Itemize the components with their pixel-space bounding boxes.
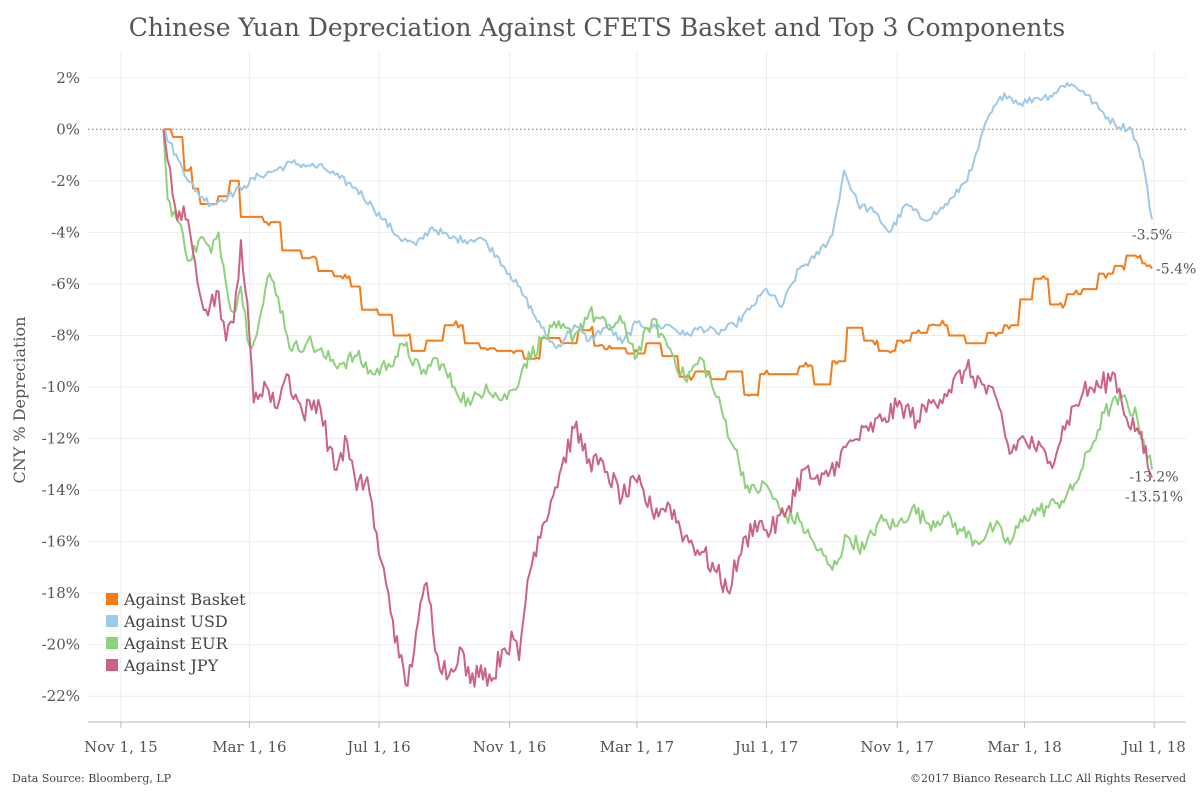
x-tick-label: Nov 1, 17 bbox=[860, 738, 934, 756]
legend-swatch bbox=[106, 593, 118, 605]
x-tick-label: Nov 1, 16 bbox=[473, 738, 547, 756]
legend-swatch bbox=[106, 615, 118, 627]
end-value-label: -13.2% bbox=[1129, 469, 1178, 485]
legend-swatch bbox=[106, 659, 118, 671]
series-line-against-jpy bbox=[162, 129, 1153, 688]
legend-label: Against USD bbox=[123, 612, 228, 631]
y-tick-label: -2% bbox=[51, 172, 80, 190]
y-tick-label: -18% bbox=[42, 584, 80, 602]
x-tick-label: Mar 1, 17 bbox=[600, 738, 674, 756]
data-source-note: Data Source: Bloomberg, LP bbox=[12, 772, 172, 785]
axis-layer: 2% 0% -2% -4% -6% -8% -10% -12% -14% -16% -18% -20%… bbox=[42, 69, 1186, 756]
grid-layer bbox=[88, 52, 1186, 722]
legend-label: Against Basket bbox=[123, 590, 246, 609]
legend-label: Against EUR bbox=[123, 634, 229, 653]
end-value-label: -5.4% bbox=[1156, 261, 1196, 277]
legend-swatch bbox=[106, 637, 118, 649]
y-tick-label: -4% bbox=[51, 223, 80, 241]
x-tick-label: Jul 1, 18 bbox=[1120, 738, 1185, 756]
end-value-label: -13.51% bbox=[1125, 489, 1183, 505]
legend: Against Basket Against USD Against EUR Agai… bbox=[106, 590, 246, 675]
x-tick-label: Nov 1, 15 bbox=[84, 738, 158, 756]
y-tick-label: -20% bbox=[42, 636, 80, 654]
copyright-note: ©2017 Bianco Research LLC All Rights Res… bbox=[910, 772, 1186, 785]
y-tick-label: 2% bbox=[56, 69, 80, 87]
y-tick-label: 0% bbox=[56, 120, 80, 138]
series-layer bbox=[162, 81, 1153, 688]
chart-title: Chinese Yuan Depreciation Against CFETS … bbox=[129, 13, 1065, 42]
y-axis-label: CNY % Depreciation bbox=[10, 317, 29, 484]
end-label-layer: -5.4% -3.5% -13.2% -13.51% bbox=[1125, 228, 1196, 506]
y-tick-label: -6% bbox=[51, 275, 80, 293]
x-tick-label: Jul 1, 16 bbox=[345, 738, 410, 756]
x-tick-label: Mar 1, 18 bbox=[987, 738, 1061, 756]
series-line-against-eur bbox=[162, 129, 1153, 571]
y-tick-label: -14% bbox=[42, 481, 80, 499]
end-value-label: -3.5% bbox=[1132, 228, 1172, 244]
y-tick-label: -16% bbox=[42, 533, 80, 551]
legend-label: Against JPY bbox=[123, 656, 219, 675]
y-tick-label: -22% bbox=[42, 687, 80, 705]
y-tick-label: -8% bbox=[51, 326, 80, 344]
x-tick-label: Mar 1, 16 bbox=[212, 738, 286, 756]
y-tick-label: -12% bbox=[42, 430, 80, 448]
series-line-against-usd bbox=[162, 81, 1153, 350]
x-tick-label: Jul 1, 17 bbox=[733, 738, 798, 756]
y-tick-label: -10% bbox=[42, 378, 80, 396]
series-line-against-basket bbox=[163, 128, 1153, 397]
